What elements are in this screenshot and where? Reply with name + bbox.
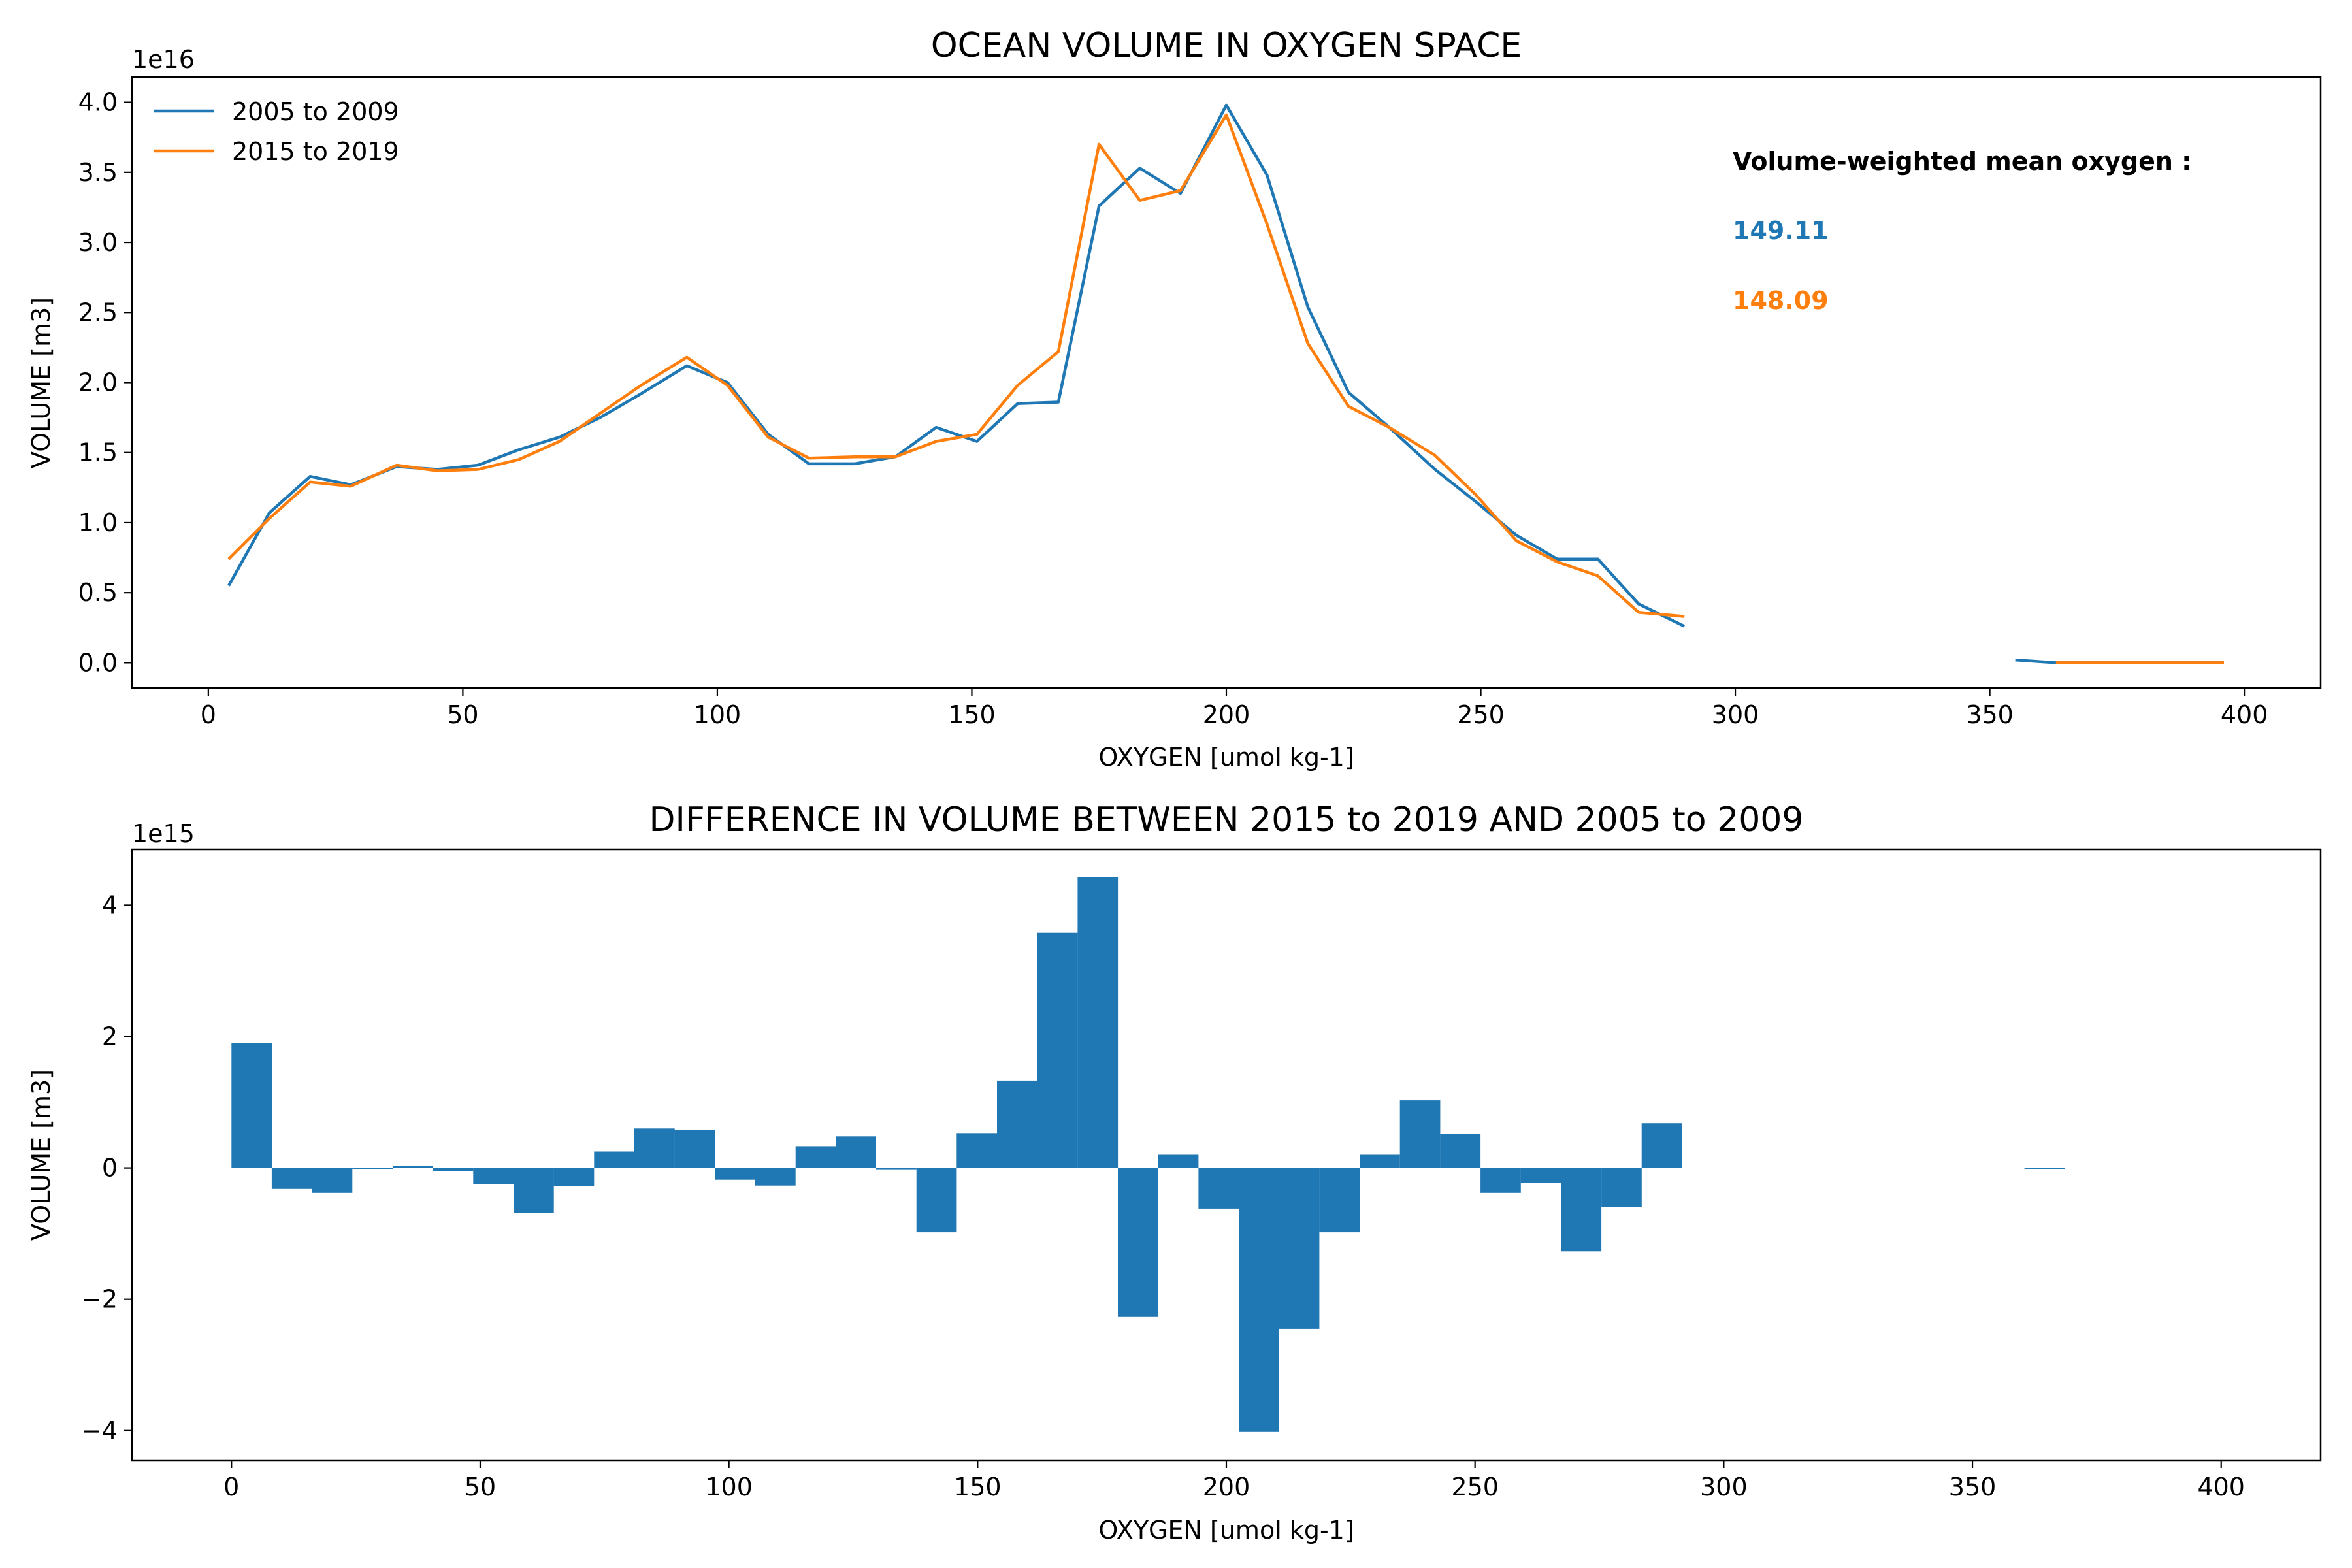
- top-y-tick-label: 0.5: [78, 578, 118, 607]
- difference-bar: [1037, 932, 1078, 1168]
- bottom-y-ticks: −4 −2 0 2 4: [81, 890, 132, 1445]
- difference-bar: [916, 1168, 957, 1233]
- difference-bar: [1561, 1168, 1602, 1252]
- bottom-x-tick-label: 150: [954, 1473, 1002, 1501]
- difference-bar: [1239, 1168, 1279, 1432]
- bottom-x-tick-label: 0: [223, 1473, 239, 1501]
- bottom-y-offset-label: 1e15: [132, 819, 195, 848]
- difference-bar: [836, 1136, 876, 1168]
- difference-bar: [1601, 1168, 1642, 1207]
- difference-bar: [674, 1130, 715, 1168]
- top-y-tick-label: 0.0: [78, 648, 118, 677]
- difference-bar: [1480, 1168, 1521, 1193]
- bottom-x-ticks: 0 50 100 150 200 250 300 350 400: [223, 1460, 2245, 1501]
- legend-label-series2: 2015 to 2019: [232, 137, 399, 166]
- legend-label-series1: 2005 to 2009: [232, 97, 399, 126]
- series-line-1: [227, 103, 1686, 628]
- annotation-value-series2: 148.09: [1733, 286, 1829, 315]
- difference-bar: [795, 1146, 836, 1168]
- top-y-tick-label: 3.5: [78, 158, 118, 187]
- top-y-tick-label: 1.5: [78, 438, 118, 467]
- bottom-y-tick-label: 4: [102, 890, 118, 919]
- difference-bar: [1360, 1154, 1400, 1168]
- top-x-tick-label: 300: [1712, 700, 1759, 729]
- difference-bar: [393, 1166, 433, 1168]
- bottom-y-tick-label: 0: [102, 1154, 118, 1183]
- difference-bar: [997, 1080, 1037, 1168]
- difference-bar: [956, 1133, 997, 1168]
- difference-bar: [1440, 1134, 1481, 1168]
- bottom-chart-panel: DIFFERENCE IN VOLUME BETWEEN 2015 to 201…: [27, 800, 2322, 1544]
- top-chart-panel: OCEAN VOLUME IN OXYGEN SPACE 1e16 0.0 0.5…: [27, 26, 2322, 772]
- difference-bar: [2024, 1168, 2065, 1169]
- top-x-tick-label: 250: [1457, 700, 1505, 729]
- bottom-chart-title: DIFFERENCE IN VOLUME BETWEEN 2015 to 201…: [649, 800, 1804, 840]
- top-x-tick-label: 350: [1966, 700, 2014, 729]
- bottom-y-tick-label: −2: [81, 1285, 118, 1314]
- top-y-axis-label: VOLUME [m3]: [27, 297, 56, 468]
- difference-bar: [271, 1168, 312, 1189]
- difference-bar: [553, 1168, 595, 1186]
- top-chart-title: OCEAN VOLUME IN OXYGEN SPACE: [931, 26, 1522, 65]
- bottom-x-tick-label: 350: [1949, 1473, 1997, 1501]
- difference-bar: [634, 1128, 675, 1168]
- bottom-x-axis-label: OXYGEN [umol kg-1]: [1098, 1516, 1354, 1544]
- difference-bar: [1279, 1168, 1320, 1329]
- bottom-x-tick-label: 400: [2197, 1473, 2245, 1501]
- top-x-tick-label: 100: [694, 700, 742, 729]
- top-series-lines: [227, 103, 2224, 664]
- top-legend: 2005 to 2009 2015 to 2019: [154, 97, 399, 166]
- top-y-ticks: 0.0 0.5 1.0 1.5 2.0 2.5 3.0 3.5 4.0: [78, 88, 132, 677]
- top-x-tick-label: 200: [1203, 700, 1250, 729]
- top-x-ticks: 0 50 100 150 200 250 300 350 400: [201, 688, 2268, 729]
- bottom-y-axis-label: VOLUME [m3]: [27, 1070, 56, 1241]
- difference-bar: [312, 1168, 353, 1193]
- bottom-x-tick-label: 300: [1700, 1473, 1748, 1501]
- bottom-x-tick-label: 200: [1203, 1473, 1250, 1501]
- difference-bar: [1118, 1168, 1158, 1317]
- top-y-offset-label: 1e16: [132, 45, 195, 74]
- difference-bar: [1399, 1100, 1441, 1168]
- difference-bar: [1158, 1154, 1199, 1168]
- top-x-axis-label: OXYGEN [umol kg-1]: [1098, 743, 1354, 772]
- annotation-value-series1: 149.11: [1733, 216, 1829, 245]
- top-y-tick-label: 3.0: [78, 228, 118, 257]
- difference-bar: [1198, 1168, 1239, 1209]
- top-y-tick-label: 2.0: [78, 368, 118, 397]
- top-x-tick-label: 150: [948, 700, 996, 729]
- series-line-2: [227, 113, 1685, 618]
- mean-oxygen-annotation: Volume-weighted mean oxygen : 149.11 148…: [1733, 147, 2191, 315]
- top-axes-frame: [131, 76, 2322, 689]
- top-x-tick-label: 0: [201, 700, 216, 729]
- difference-bar: [715, 1168, 755, 1180]
- difference-bar: [231, 1043, 272, 1168]
- difference-bar: [755, 1168, 796, 1186]
- difference-bar: [1077, 877, 1119, 1168]
- bottom-x-tick-label: 100: [705, 1473, 753, 1501]
- difference-bar: [433, 1168, 474, 1171]
- difference-bar: [594, 1151, 634, 1168]
- bottom-y-tick-label: 2: [102, 1022, 118, 1051]
- annotation-heading: Volume-weighted mean oxygen :: [1733, 147, 2191, 176]
- bottom-x-tick-label: 250: [1451, 1473, 1499, 1501]
- difference-bar: [514, 1168, 554, 1213]
- top-x-tick-label: 50: [447, 700, 478, 729]
- difference-bar: [876, 1168, 917, 1170]
- bottom-y-tick-label: −4: [81, 1416, 118, 1445]
- difference-bar: [1319, 1168, 1360, 1233]
- top-y-tick-label: 2.5: [78, 298, 118, 327]
- top-x-tick-label: 400: [2221, 700, 2268, 729]
- top-y-tick-label: 1.0: [78, 508, 118, 537]
- bottom-x-tick-label: 50: [465, 1473, 496, 1501]
- bottom-bars: [231, 877, 2065, 1432]
- top-y-tick-label: 4.0: [78, 88, 118, 117]
- difference-bar: [1641, 1123, 1682, 1168]
- difference-bar: [473, 1168, 514, 1184]
- difference-bar: [1520, 1168, 1561, 1183]
- bottom-axes-frame: [131, 848, 2322, 1462]
- difference-bar: [352, 1168, 393, 1169]
